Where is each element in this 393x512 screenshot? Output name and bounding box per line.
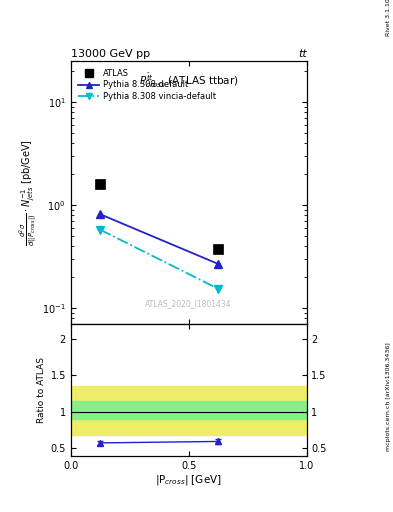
- Text: Rivet 3.1.10, ≥ 2.8M events: Rivet 3.1.10, ≥ 2.8M events: [386, 0, 391, 36]
- X-axis label: |P$_{cross}$| [GeV]: |P$_{cross}$| [GeV]: [155, 473, 222, 487]
- Bar: [71, 401, 307, 419]
- Y-axis label: Ratio to ATLAS: Ratio to ATLAS: [37, 357, 46, 423]
- Text: ATLAS_2020_I1801434: ATLAS_2020_I1801434: [145, 298, 232, 308]
- Legend: ATLAS, Pythia 8.308 default, Pythia 8.308 vincia-default: ATLAS, Pythia 8.308 default, Pythia 8.30…: [75, 66, 220, 104]
- Text: $P^{\bar{t}t}_{cross}$ (ATLAS ttbar): $P^{\bar{t}t}_{cross}$ (ATLAS ttbar): [139, 72, 239, 90]
- Text: tt: tt: [298, 49, 307, 59]
- Y-axis label: $\frac{d^2\sigma}{d(|P_{cross}|)} \cdot N_{jets}^{-1}$ [pb/GeV]: $\frac{d^2\sigma}{d(|P_{cross}|)} \cdot …: [18, 139, 39, 246]
- Text: mcplots.cern.ch [arXiv:1306.3436]: mcplots.cern.ch [arXiv:1306.3436]: [386, 342, 391, 451]
- Bar: [71, 387, 307, 435]
- Text: 13000 GeV pp: 13000 GeV pp: [71, 49, 150, 59]
